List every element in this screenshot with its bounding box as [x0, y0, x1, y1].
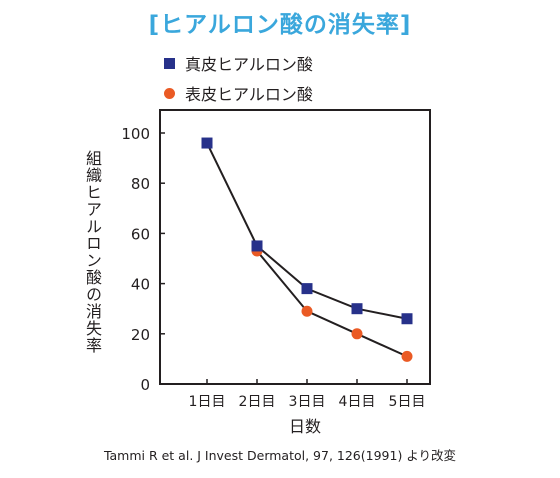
x-tick-label: 5日目: [389, 394, 426, 410]
y-tick-label: 20: [131, 326, 150, 344]
y-axis-label: 組織ヒアルロン酸の消失率: [83, 150, 102, 354]
legend-item-epidermis: 表皮ヒアルロン酸: [164, 78, 313, 108]
series-line-1: [256, 250, 408, 358]
x-tick-label: 1日目: [189, 394, 226, 410]
data-point-square: [351, 303, 363, 315]
y-tick-label: 0: [140, 376, 150, 394]
data-point-square: [401, 313, 413, 325]
y-tick-label: 80: [131, 175, 150, 193]
chart-title: [ヒアルロン酸の消失率]: [148, 12, 412, 38]
data-point-circle: [301, 305, 313, 317]
data-point-circle: [351, 328, 363, 340]
series-markers: [201, 137, 413, 362]
x-tick-label: 4日目: [339, 394, 376, 410]
x-tick-label: 2日目: [239, 394, 276, 410]
data-point-square: [201, 137, 213, 149]
legend-label-dermis: 真皮ヒアルロン酸: [185, 55, 313, 74]
series-lines: [206, 142, 408, 358]
y-tick-label: 100: [121, 125, 150, 143]
legend-label-epidermis: 表皮ヒアルロン酸: [185, 85, 313, 104]
y-tick-label: 60: [131, 225, 150, 243]
plot-frame: [159, 109, 431, 385]
data-point-square: [301, 283, 313, 295]
y-ticks: 0 20 40 60 80 100: [121, 125, 165, 394]
circle-marker-icon: [164, 87, 175, 99]
source-note: Tammi R et al. J Invest Dermatol, 97, 12…: [103, 448, 457, 463]
legend: 真皮ヒアルロン酸 表皮ヒアルロン酸: [164, 48, 313, 108]
x-ticks: 1日目 2日目 3日目 4日目 5日目: [189, 379, 426, 410]
legend-item-dermis: 真皮ヒアルロン酸: [164, 48, 313, 78]
x-tick-label: 3日目: [289, 394, 326, 410]
data-point-square: [251, 240, 263, 252]
square-marker-icon: [164, 57, 175, 69]
y-tick-label: 40: [131, 276, 150, 294]
data-point-circle: [401, 350, 413, 362]
x-axis-label: 日数: [289, 417, 321, 436]
